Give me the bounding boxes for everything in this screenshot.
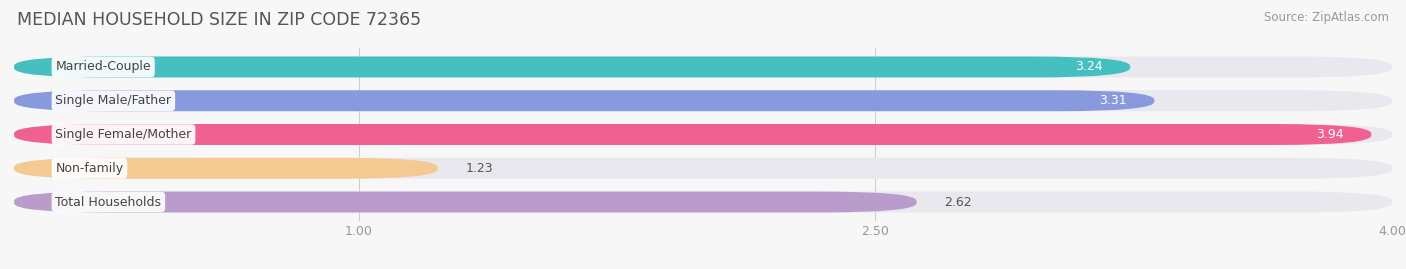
FancyBboxPatch shape [14,90,1154,111]
FancyBboxPatch shape [14,124,1371,145]
FancyBboxPatch shape [14,192,917,213]
FancyBboxPatch shape [14,90,1392,111]
Text: Single Male/Father: Single Male/Father [55,94,172,107]
Text: Single Female/Mother: Single Female/Mother [55,128,191,141]
FancyBboxPatch shape [14,56,1392,77]
FancyBboxPatch shape [14,56,1130,77]
FancyBboxPatch shape [14,158,1392,179]
Text: Married-Couple: Married-Couple [55,61,150,73]
FancyBboxPatch shape [14,158,437,179]
Text: 3.31: 3.31 [1099,94,1126,107]
Text: 3.24: 3.24 [1076,61,1102,73]
Text: MEDIAN HOUSEHOLD SIZE IN ZIP CODE 72365: MEDIAN HOUSEHOLD SIZE IN ZIP CODE 72365 [17,11,420,29]
Text: 2.62: 2.62 [945,196,972,208]
Text: 1.23: 1.23 [465,162,494,175]
Text: Source: ZipAtlas.com: Source: ZipAtlas.com [1264,11,1389,24]
Text: Non-family: Non-family [55,162,124,175]
FancyBboxPatch shape [14,124,1392,145]
Text: Total Households: Total Households [55,196,162,208]
Text: 3.94: 3.94 [1316,128,1344,141]
FancyBboxPatch shape [14,192,1392,213]
